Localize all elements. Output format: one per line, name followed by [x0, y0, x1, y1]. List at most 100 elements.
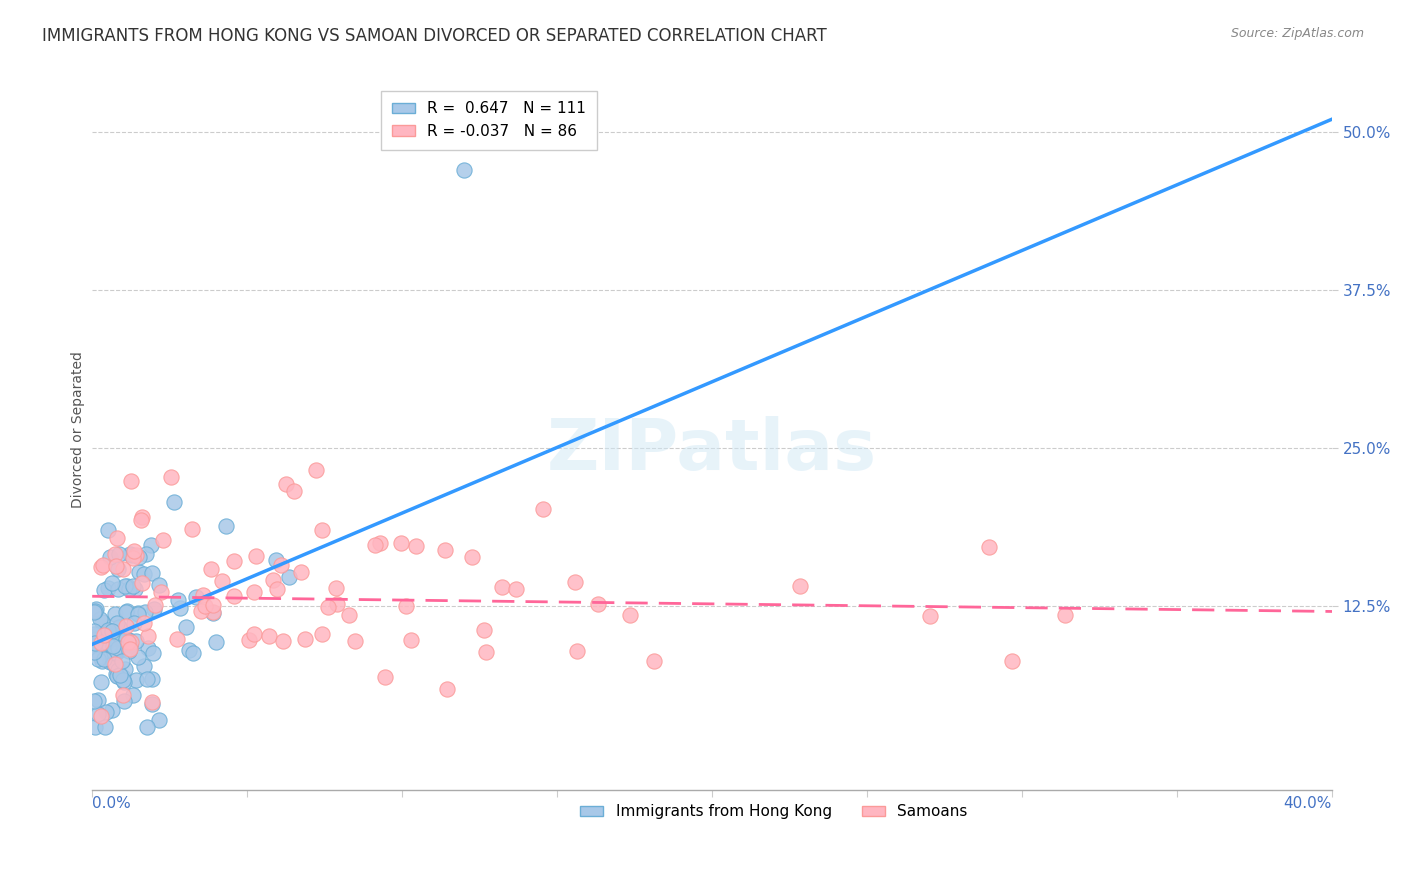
Point	[114, 662, 136, 676]
Text: 0.0%: 0.0%	[93, 797, 131, 811]
Point	[118, 638, 141, 652]
Point	[122, 688, 145, 702]
Point	[491, 580, 513, 594]
Point	[132, 567, 155, 582]
Point	[128, 565, 150, 579]
Point	[436, 682, 458, 697]
Point	[93, 582, 115, 597]
Point	[190, 604, 212, 618]
Point	[87, 652, 110, 666]
Point	[90, 654, 112, 668]
Point	[84, 720, 107, 734]
Point	[1054, 607, 1077, 622]
Point	[89, 649, 111, 664]
Point	[167, 593, 190, 607]
Point	[105, 616, 128, 631]
Point	[160, 470, 183, 484]
Point	[325, 581, 347, 595]
Point	[107, 582, 129, 596]
Point	[141, 566, 163, 580]
Point	[103, 645, 125, 659]
Point	[131, 510, 153, 524]
Point	[143, 598, 166, 612]
Point	[148, 578, 170, 592]
Point	[104, 607, 127, 621]
Point	[112, 688, 135, 702]
Point	[121, 550, 143, 565]
Point	[122, 579, 145, 593]
Point	[103, 640, 125, 654]
Point	[162, 495, 184, 509]
Point	[115, 619, 138, 633]
Point	[105, 645, 128, 659]
Point	[91, 615, 114, 630]
Point	[118, 547, 141, 561]
Point	[90, 559, 112, 574]
Point	[343, 634, 366, 648]
Point	[104, 657, 127, 671]
Point	[115, 632, 138, 647]
Point	[105, 669, 128, 683]
Point	[111, 673, 134, 687]
Point	[271, 634, 294, 648]
Point	[339, 607, 361, 622]
Point	[112, 694, 135, 708]
Point	[141, 697, 163, 711]
Point	[222, 589, 245, 603]
Point	[395, 599, 418, 613]
Point	[127, 650, 149, 665]
Point	[368, 536, 391, 550]
Point	[918, 609, 941, 624]
Point	[86, 628, 108, 642]
Point	[98, 639, 121, 653]
Point	[191, 588, 214, 602]
Point	[143, 602, 166, 616]
Point	[136, 672, 159, 686]
Point	[90, 636, 112, 650]
Point	[326, 597, 349, 611]
Point	[148, 713, 170, 727]
Point	[243, 627, 266, 641]
Point	[104, 558, 127, 573]
Point	[86, 642, 108, 657]
Point	[100, 628, 122, 642]
Point	[97, 524, 120, 538]
Point	[98, 655, 121, 669]
Point	[101, 656, 124, 670]
Point	[107, 531, 129, 545]
Point	[201, 606, 224, 620]
Point	[120, 641, 142, 656]
Point	[121, 549, 143, 563]
Point	[205, 635, 228, 649]
Point	[122, 615, 145, 630]
Point	[104, 646, 127, 660]
Point	[100, 703, 122, 717]
Point	[111, 654, 134, 668]
Point	[134, 605, 156, 619]
Point	[125, 633, 148, 648]
Point	[127, 606, 149, 620]
Point	[117, 579, 139, 593]
Point	[311, 626, 333, 640]
Point	[311, 523, 333, 537]
Point	[87, 707, 110, 722]
Point	[141, 695, 163, 709]
Point	[305, 463, 328, 477]
Point	[125, 549, 148, 563]
Legend: Immigrants from Hong Kong, Samoans: Immigrants from Hong Kong, Samoans	[575, 798, 974, 826]
Point	[83, 644, 105, 658]
Point	[98, 639, 121, 653]
Point	[531, 501, 554, 516]
Point	[127, 607, 149, 621]
Point	[120, 474, 142, 488]
Point	[94, 720, 117, 734]
Point	[135, 547, 157, 561]
Point	[979, 540, 1001, 554]
Point	[643, 655, 665, 669]
Point	[201, 599, 224, 613]
Point	[128, 550, 150, 565]
Point	[129, 513, 152, 527]
Point	[124, 582, 146, 596]
Point	[107, 663, 129, 677]
Point	[120, 635, 142, 649]
